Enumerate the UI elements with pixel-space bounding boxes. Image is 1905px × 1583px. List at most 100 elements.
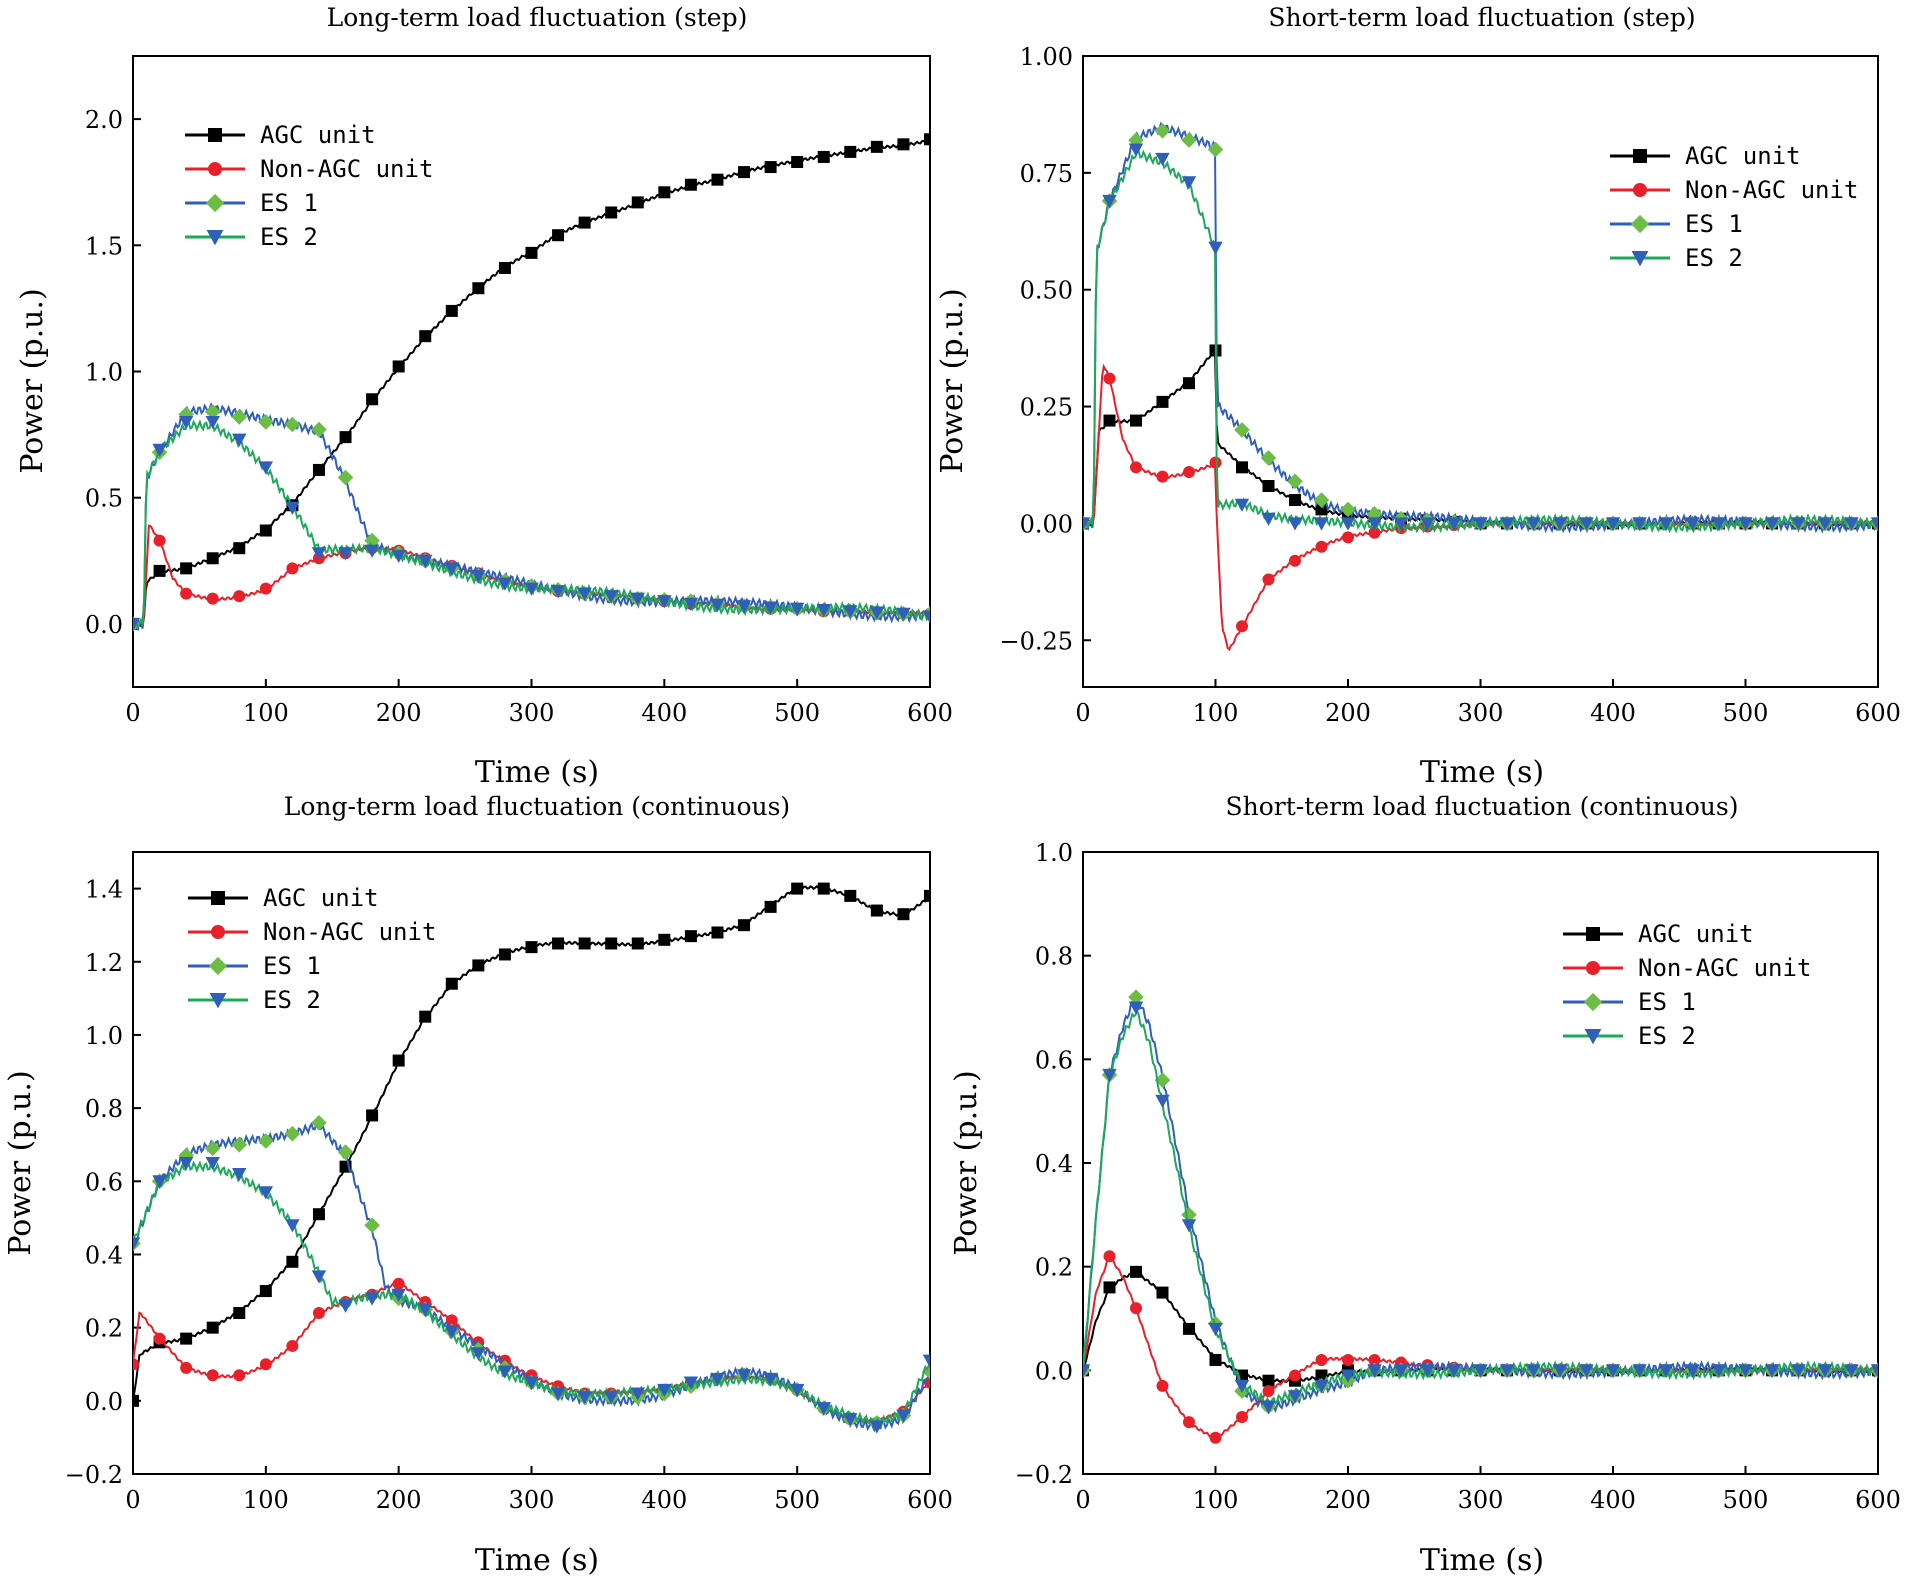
marker-agc-unit [525,941,538,954]
x-axis-label: Time (s) [1420,1543,1544,1578]
marker-non-agc-unit [180,1361,193,1374]
legend-label-agc-unit: AGC unit [1685,142,1801,170]
marker-es-2 [1844,1364,1859,1378]
marker-es-1 [1207,141,1224,158]
y-axis-label: Power (p.u.) [15,288,50,473]
legend-label-es-1: ES 1 [1638,988,1696,1016]
y-tick-label: 0.50 [1020,277,1073,305]
marker-es-2 [1526,1364,1541,1378]
marker-es-2 [1420,517,1435,531]
marker-es-2 [205,415,220,430]
marker-es-2 [1287,517,1303,531]
marker-non-agc-unit [1183,465,1195,478]
marker-es-2 [1764,1364,1780,1378]
marker-es-2 [1155,152,1170,167]
marker-es-2 [683,597,699,611]
plot-area [133,133,930,632]
marker-es-1 [284,1125,301,1142]
marker-non-agc-unit [312,1307,325,1320]
marker-es-2 [1261,1400,1276,1414]
marker-es-1 [1128,989,1144,1005]
marker-es-2 [1817,517,1833,531]
y-tick-label: 2.0 [85,106,123,134]
y-tick-label: 0.8 [1035,943,1073,971]
marker-non-agc-unit [1236,1410,1248,1423]
marker-agc-unit [764,900,777,913]
marker-agc-unit [844,889,857,902]
marker-es-2 [1102,194,1117,209]
marker-es-2 [497,577,513,591]
marker-es-2 [1499,517,1515,531]
x-tick-label: 0 [1075,1486,1090,1514]
marker-agc-unit [924,133,930,146]
marker-es-1 [1313,492,1330,508]
marker-es-1 [258,414,274,430]
legend-label-es-1: ES 1 [263,952,321,980]
marker-es-2 [311,547,327,561]
legend-label-es-2: ES 2 [263,986,321,1014]
marker-es-2 [232,433,247,447]
marker-es-2 [710,1372,725,1387]
marker-es-2 [1473,517,1488,531]
marker-es-1 [364,1217,380,1233]
x-tick-label: 100 [1193,699,1239,727]
x-tick-label: 400 [1590,1486,1636,1514]
series-line-agc-unit [1083,349,1878,528]
marker-non-agc-unit [259,1358,272,1371]
marker-agc-unit [498,948,511,961]
marker-non-agc-unit [1315,540,1328,553]
marker-es-2 [1473,1364,1488,1378]
legend-label-es-2: ES 2 [260,223,318,251]
marker-agc-unit [1315,1369,1328,1382]
legend-marker-es-1 [1630,214,1650,234]
marker-es-2 [1738,1364,1753,1378]
marker-agc-unit [817,150,830,163]
marker-es-2 [1632,517,1647,531]
x-tick-label: 600 [1855,1486,1901,1514]
y-tick-label: 0.2 [85,1315,123,1343]
marker-agc-unit [180,562,193,575]
legend-label-non-agc-unit: Non-AGC unit [260,155,433,183]
marker-es-2 [232,1167,247,1182]
marker-es-2 [1340,517,1356,531]
legend-label-es-2: ES 2 [1685,244,1743,272]
marker-es-1 [1154,122,1171,139]
marker-es-2 [922,1354,930,1368]
marker-es-2 [152,443,167,457]
marker-es-2 [1393,517,1409,531]
legend-label-es-1: ES 1 [260,189,318,217]
marker-es-1 [1260,450,1277,466]
marker-agc-unit [312,463,325,476]
marker-agc-unit [153,564,166,577]
marker-es-2 [1446,517,1462,531]
marker-agc-unit [578,216,591,229]
marker-es-2 [1446,1364,1462,1378]
marker-non-agc-unit [1103,372,1116,385]
marker-agc-unit [1315,503,1328,516]
marker-es-2 [896,607,911,622]
plot-area [133,882,930,1434]
panel-long-term-step: Long-term load fluctuation (step) Time (… [15,3,953,790]
marker-agc-unit [1130,1265,1142,1278]
marker-es-2 [604,590,619,604]
legend-marker-es-2 [209,993,227,1009]
marker-es-2 [1367,517,1382,531]
series-line-agc-unit [133,884,930,1401]
x-tick-label: 100 [1193,1486,1239,1514]
marker-es-2 [471,569,486,584]
marker-es-2 [1181,1219,1197,1233]
marker-es-2 [1658,517,1674,531]
series-line-es-2 [1083,149,1878,534]
marker-es-2 [1367,1364,1382,1378]
y-tick-label: −0.25 [999,627,1073,655]
marker-es-2 [1526,517,1541,531]
marker-agc-unit [366,1109,379,1122]
marker-non-agc-unit [1156,470,1169,483]
marker-agc-unit [1103,1281,1116,1294]
marker-es-1 [337,1144,354,1160]
marker-es-2 [1234,1379,1250,1394]
marker-es-2 [205,1157,220,1171]
marker-es-2 [444,1325,459,1339]
legend-label-non-agc-unit: Non-AGC unit [1638,954,1811,982]
marker-es-2 [391,1288,406,1302]
